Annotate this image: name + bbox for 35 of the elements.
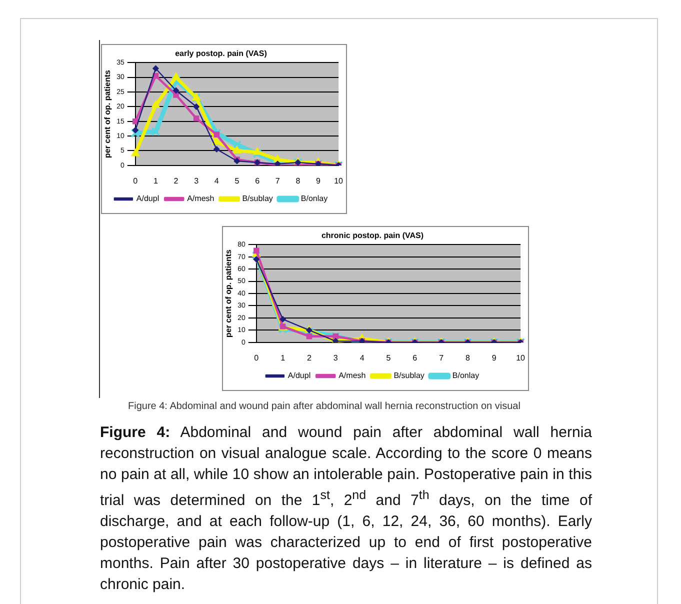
legend-label: B/sublay	[242, 194, 273, 204]
x-tick-label: 6	[412, 353, 418, 362]
x-tick-label: 7	[275, 176, 280, 186]
legend-label: B/sublay	[394, 371, 424, 380]
x-tick-label: 1	[153, 176, 158, 186]
x-tick-label: 2	[306, 353, 312, 362]
y-axis-title: per cent of op. patients	[103, 69, 112, 158]
x-tick-label: 2	[174, 176, 179, 186]
legend-label: A/mesh	[338, 371, 366, 380]
x-tick-label: 8	[296, 176, 301, 186]
x-tick-label: 4	[360, 353, 365, 362]
legend-label: B/onlay	[452, 371, 480, 380]
x-tick-label: 7	[439, 353, 444, 362]
legend-label: B/onlay	[300, 194, 328, 204]
chart-title: early postop. pain (VAS)	[175, 49, 268, 58]
legend-label: A/dupl	[136, 194, 160, 204]
legend-label: A/mesh	[187, 194, 214, 204]
x-tick-label: 0	[254, 353, 260, 362]
x-tick-label: 8	[465, 353, 470, 362]
y-axis-title: per cent of op. patients	[224, 248, 234, 338]
x-tick-label: 3	[194, 176, 200, 186]
x-tick-label: 9	[316, 176, 322, 186]
x-tick-label: 0	[133, 176, 138, 186]
x-tick-label: 5	[386, 353, 392, 362]
x-tick-label: 10	[334, 176, 344, 186]
x-tick-label: 1	[280, 353, 286, 362]
text: Figure 4: Abdominal and wound pain after abdominal wall hernia reconstruction on visual analogue scale. According to the score 0 means no pain at all, while 10 show an intolerable pain. Postoperative pain in this trial was determined on the 1$^{st}$, 2$^{nd}$ and 7$^{th}$ days, on the time of discharge, and at each follow-up (1, 6, 12, 24, 36, 60 months). Early postoperative pain was characterized up to end of first postoperative months. Pain after 30 postoperative days – in literature – is defined as chronic pain.	[100, 424, 592, 593]
x-tick-label: 10	[516, 353, 526, 362]
legend-label: A/dupl	[288, 371, 311, 380]
x-tick-label: 9	[492, 353, 497, 362]
chart-title: chronic postop. pain (VAS)	[321, 231, 424, 240]
x-tick-label: 3	[333, 353, 338, 362]
x-tick-label: 6	[255, 176, 260, 186]
caption: Figure 4: Abdominal and wound pain after abdominal wall hernia reconstruction on visual	[128, 401, 522, 412]
x-tick-label: 4	[214, 176, 220, 186]
